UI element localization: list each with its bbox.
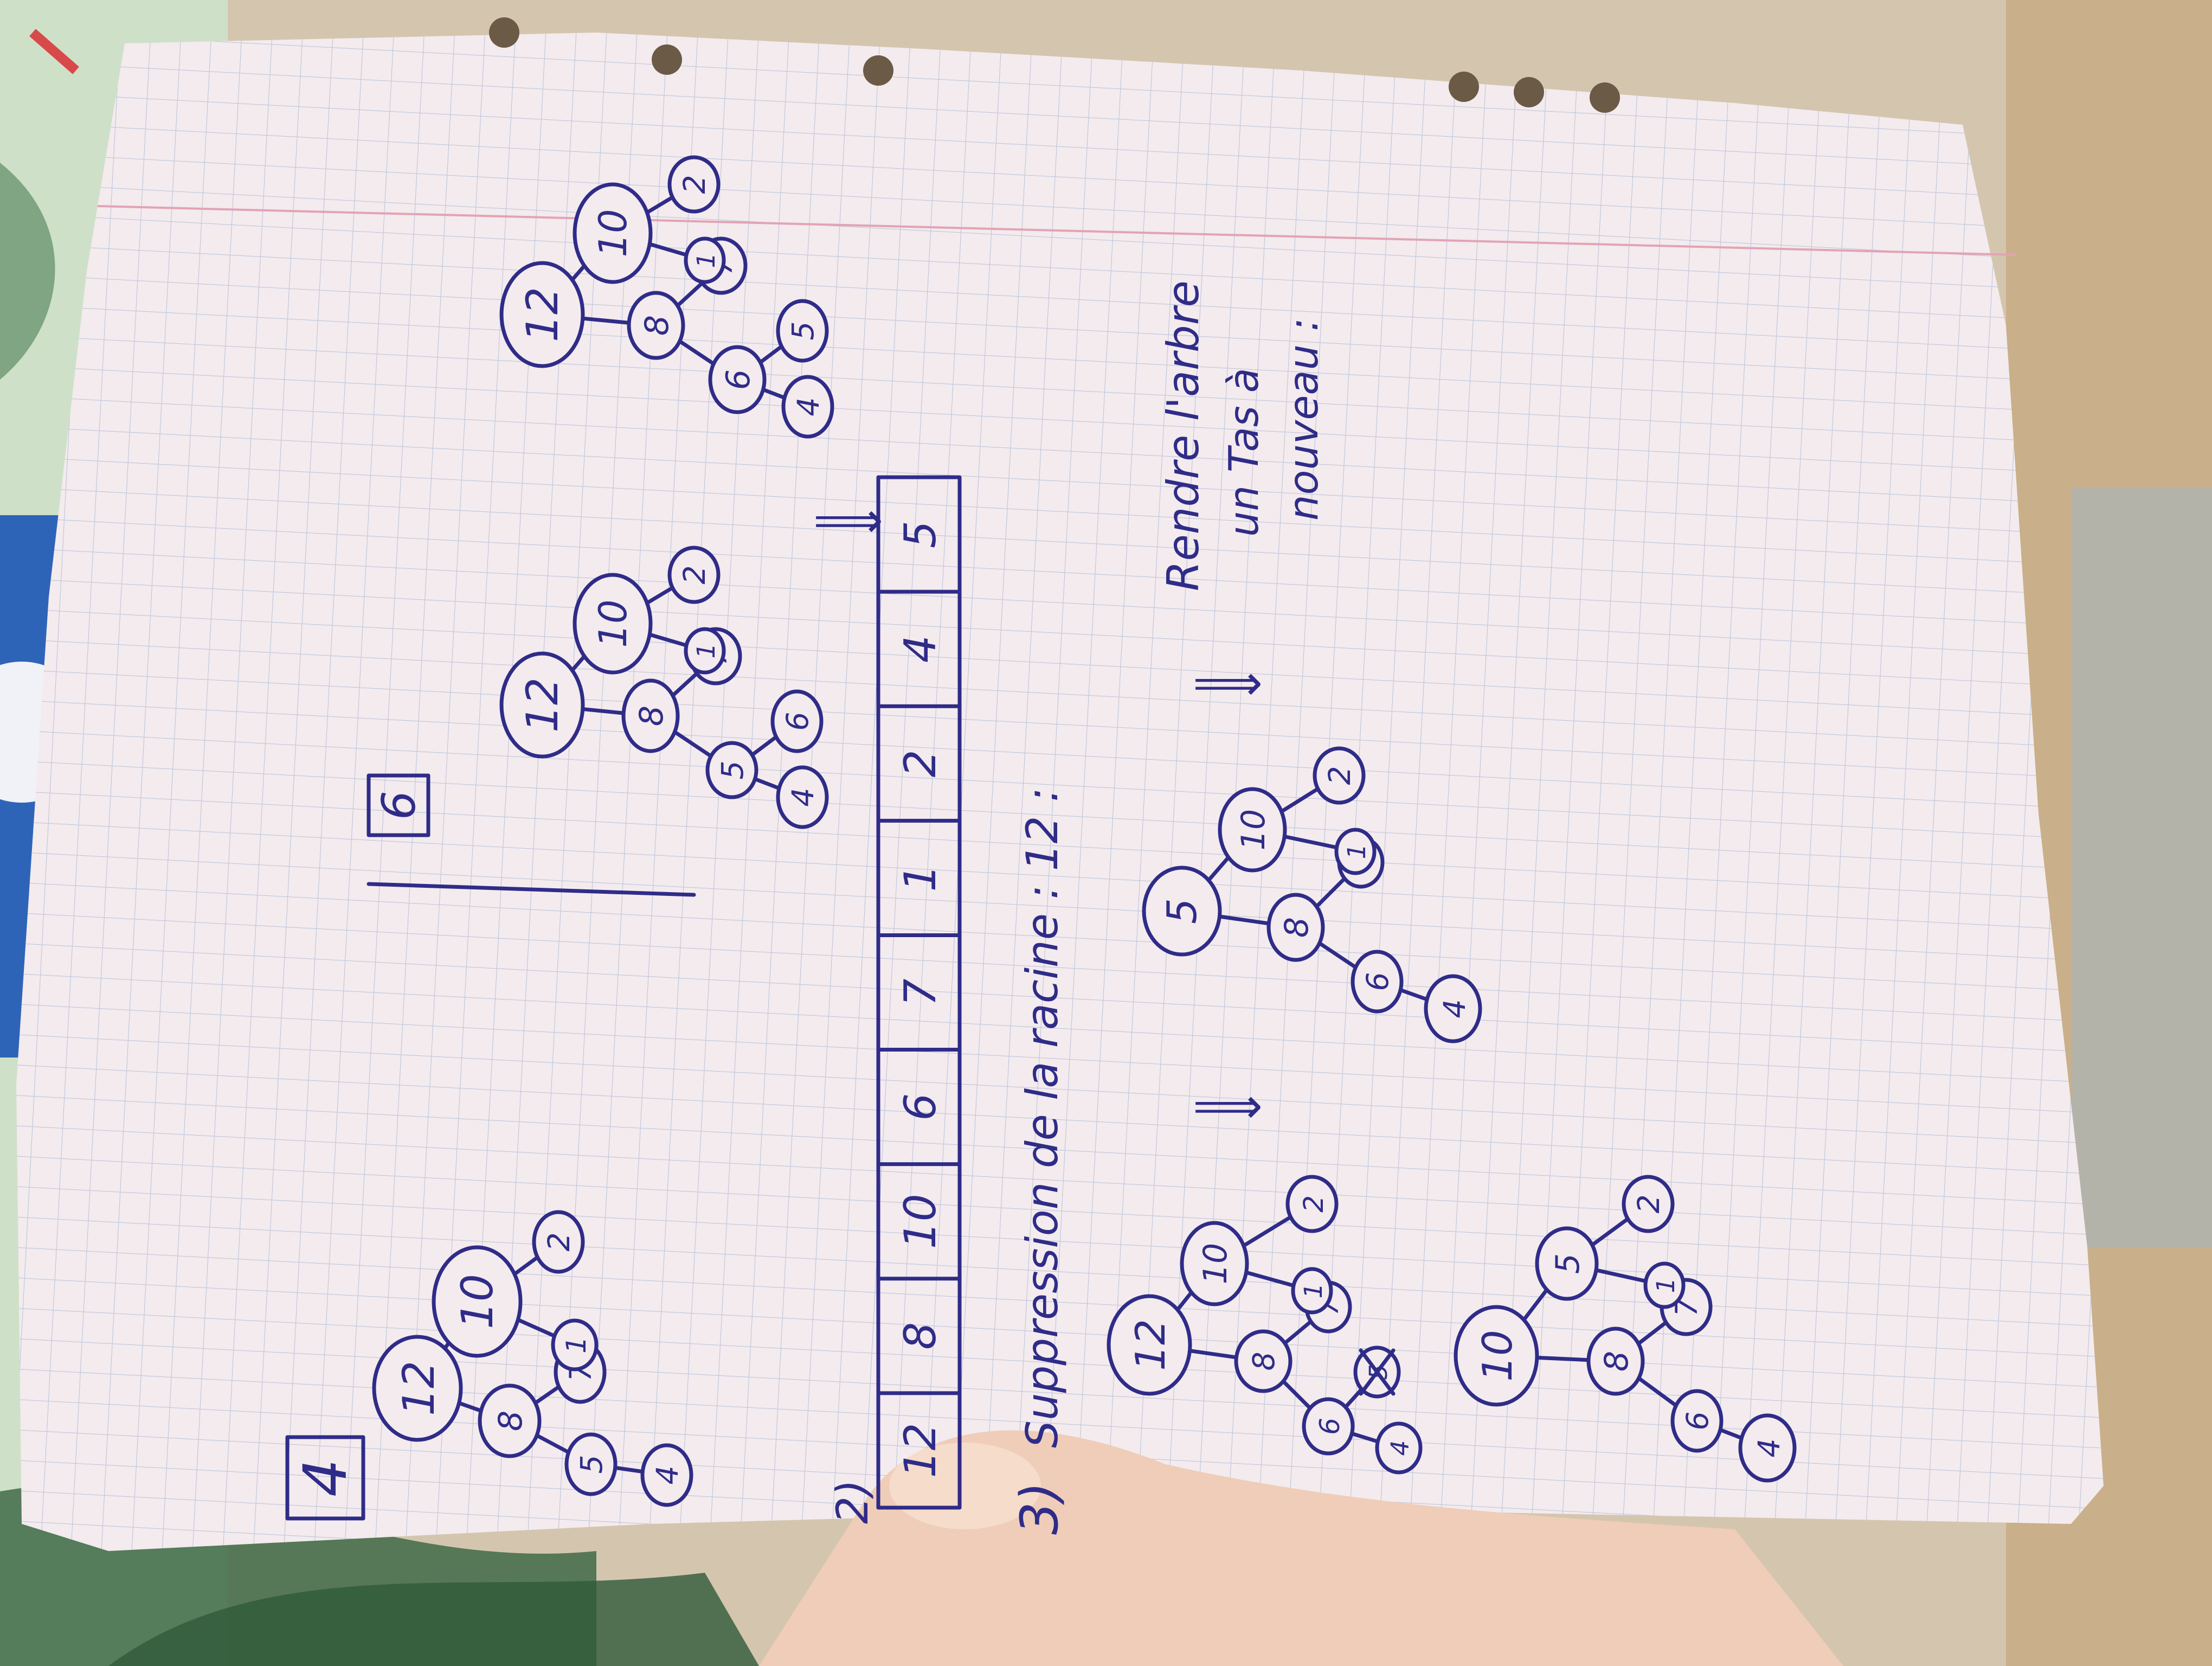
note-line: un Tas à [1220, 368, 1268, 537]
tree-node: 4 [791, 398, 826, 416]
tree-node: 10 [591, 599, 635, 648]
tree-node: 8 [638, 315, 676, 336]
tree-node: 2 [1322, 766, 1357, 785]
tree-node: 6 [1680, 1412, 1715, 1431]
section-6-box: 6 [366, 773, 430, 837]
tree-b: 12 8 10 5 7 1 2 4 6 [499, 546, 829, 829]
binder-holes [489, 17, 1620, 113]
heading-suppression: Suppression de la racine : 12 : [1017, 787, 1068, 1448]
tree-a: 12 8 10 5 7 1 2 4 [372, 1210, 693, 1507]
tree-node: 12 [1127, 1319, 1174, 1370]
tree-node: 6 [1360, 972, 1395, 991]
arrow: ⟹ [1193, 1078, 1263, 1135]
section-4-label: 4 [291, 1459, 360, 1497]
cross-out-mark [1359, 1348, 1396, 1396]
tree-node: 5 [1549, 1253, 1587, 1274]
arrow: ⟹ [813, 492, 883, 549]
section-6-label: 6 [372, 791, 426, 820]
item-number-3: 3) [1010, 1482, 1070, 1535]
tree-node: 4 [1752, 1439, 1786, 1458]
array-cell: 8 [895, 1322, 946, 1350]
tree-node: 8 [1278, 917, 1316, 938]
tree-node: 1 [1342, 844, 1371, 860]
tree-node: 1 [692, 643, 721, 659]
item-number-2: 2) [827, 1479, 878, 1524]
tree-node: 10 [1197, 1243, 1234, 1284]
note-line: Rendre l'arbre [1158, 280, 1208, 591]
tree-node: 8 [1246, 1352, 1281, 1371]
tree-node: 6 [1314, 1418, 1346, 1435]
array-cell: 4 [895, 635, 946, 663]
tree-node: 2 [1631, 1195, 1666, 1214]
paper-sheet [16, 17, 2104, 1551]
notebook-content: 4 12 8 10 5 7 1 2 4 6 12 8 10 5 7 [285, 155, 1797, 1535]
tree-node: 6 [719, 369, 757, 390]
array-cell: 2 [895, 749, 946, 777]
note-text: Rendre l'arbre un Tas à nouveau : [1158, 280, 1327, 591]
arrow: ⟹ [1193, 655, 1263, 712]
array-cell: 10 [895, 1194, 946, 1249]
divider-line [366, 882, 696, 897]
section-4-box: 4 [285, 1435, 365, 1521]
tree-c: 12 8 10 6 7 1 2 4 5 [499, 155, 834, 439]
tree-node: 4 [786, 788, 820, 807]
tree-node: 5 [574, 1455, 609, 1474]
tree-node: 10 [1234, 809, 1272, 850]
tree-node: 2 [1298, 1195, 1329, 1213]
pen [29, 29, 79, 74]
array-cell: 12 [895, 1423, 946, 1478]
note-line: nouveau : [1279, 318, 1327, 521]
array-cell: 5 [895, 521, 946, 548]
tree-d: 12 8 10 6 7 1 2 4 5 [1107, 1175, 1423, 1475]
tree-node: 2 [542, 1233, 576, 1252]
tree-node: 12 [517, 677, 568, 733]
margin-line [97, 205, 2017, 256]
tree-node: 6 [780, 712, 815, 731]
tree-node: 5 [715, 761, 750, 780]
tree-node: 12 [517, 287, 568, 342]
tree-node: 1 [561, 1336, 592, 1354]
tree-node: 2 [677, 566, 712, 585]
tree-node: 12 [394, 1361, 444, 1416]
tree-node: 5 [786, 322, 820, 341]
tree-node: 1 [1651, 1278, 1680, 1293]
tree-node: 5 [1158, 898, 1206, 924]
tree-node: 1 [1299, 1283, 1328, 1299]
tree-node: 1 [692, 253, 721, 268]
tree-node: 8 [633, 706, 671, 726]
tree-node: 8 [492, 1411, 530, 1431]
tree-node: 8 [1598, 1351, 1636, 1372]
tree-node: 2 [677, 175, 712, 194]
tree-node: 10 [591, 209, 635, 257]
array-cell: 7 [895, 978, 946, 1006]
tree-node: 4 [1437, 999, 1472, 1018]
tree-node: 10 [452, 1274, 503, 1329]
tree-node: 4 [1386, 1440, 1414, 1456]
tree-node: 10 [1474, 1330, 1521, 1381]
array-cell: 1 [895, 864, 946, 892]
tree-node: 4 [650, 1466, 685, 1485]
array-cell: 6 [895, 1093, 946, 1121]
tree-e: 5 8 10 6 7 1 2 4 [1142, 746, 1482, 1043]
tree-f: 10 8 5 6 7 1 2 4 [1454, 1175, 1797, 1483]
